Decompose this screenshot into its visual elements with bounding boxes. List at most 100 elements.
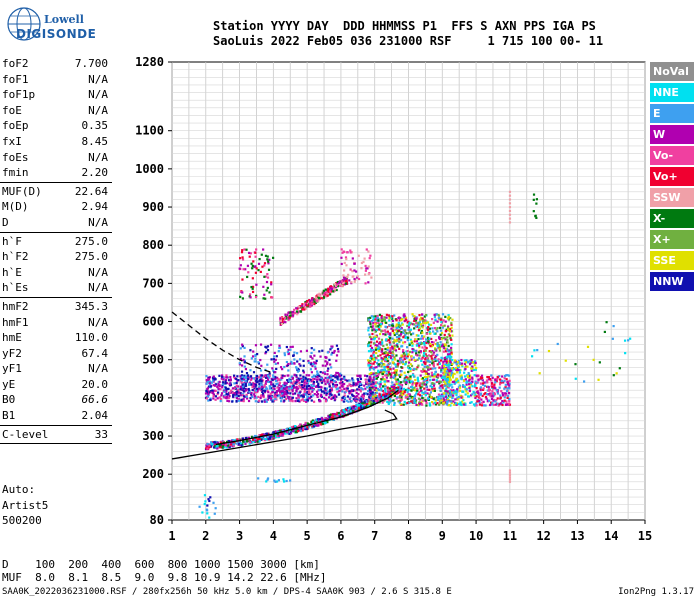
echo-point: [372, 321, 375, 325]
x-tick-label: 6: [337, 529, 344, 543]
echo-point: [473, 368, 476, 371]
echo-point: [302, 427, 305, 430]
echo-point: [391, 337, 394, 340]
echo-point: [432, 389, 435, 392]
echo-point: [477, 393, 481, 397]
echo-point: [270, 358, 273, 361]
echo-point: [506, 396, 509, 400]
echo-point: [241, 343, 244, 346]
echo-point: [368, 386, 371, 390]
echo-point: [342, 274, 345, 277]
echo-point: [294, 400, 297, 403]
echo-point: [267, 395, 270, 398]
echo-point: [448, 372, 451, 375]
echo-point: [254, 255, 257, 258]
echo-point: [282, 394, 285, 397]
echo-point: [420, 335, 424, 338]
echo-point: [383, 355, 386, 358]
echo-point: [443, 399, 446, 402]
echo-point: [427, 340, 430, 343]
echo-point: [313, 375, 316, 378]
echo-point: [468, 389, 471, 393]
echo-point: [386, 346, 389, 349]
doppler-direction-legend: NoVal NNE E W Vo- Vo+ SSW X- X+ SSE NNW: [650, 62, 694, 293]
echo-point: [439, 389, 442, 392]
echo-point: [303, 380, 307, 383]
echo-point: [378, 395, 381, 398]
echo-point: [401, 393, 404, 396]
echo-point: [508, 387, 511, 390]
echo-point: [433, 373, 436, 376]
echo-point: [384, 385, 387, 388]
echo-point: [327, 367, 330, 370]
echo-point: [372, 381, 375, 384]
echo-point: [232, 444, 235, 447]
echo-point: [447, 333, 450, 336]
echo-point: [238, 363, 242, 366]
legend-item-voplus: Vo+: [650, 167, 694, 186]
echo-point: [207, 392, 210, 395]
echo-point: [242, 395, 246, 398]
echo-point: [252, 438, 255, 441]
echo-point: [413, 368, 416, 371]
echo-point: [449, 368, 452, 372]
echo-point: [389, 343, 392, 346]
echo-point: [310, 361, 313, 365]
echo-point: [434, 358, 437, 361]
echo-point: [471, 377, 474, 380]
echo-point: [411, 400, 414, 403]
echo-point: [400, 331, 403, 334]
param-value: 22.64: [74, 184, 108, 198]
echo-point: [448, 376, 451, 379]
echo-point: [325, 387, 328, 390]
echo-point: [388, 356, 391, 359]
echo-point: [314, 296, 317, 299]
echo-point: [331, 345, 334, 348]
echo-point: [342, 409, 345, 412]
echo-point: [277, 350, 280, 353]
echo-point: [260, 382, 263, 385]
echo-point: [372, 378, 375, 381]
echo-point: [462, 403, 466, 406]
echo-point: [421, 377, 425, 380]
echo-point: [446, 390, 449, 393]
echo-point: [383, 387, 387, 390]
echo-point: [425, 320, 428, 323]
echo-point: [444, 363, 447, 366]
echo-point: [448, 357, 451, 360]
echo-point: [329, 285, 333, 288]
echo-point: [452, 400, 455, 403]
echo-point: [214, 395, 218, 398]
echo-point: [487, 393, 490, 396]
echo-point: [311, 302, 314, 305]
echo-point: [256, 389, 259, 393]
echo-point: [250, 262, 253, 265]
echo-point: [264, 437, 267, 440]
echo-point: [319, 388, 323, 391]
echo-point: [433, 387, 436, 390]
echo-point: [421, 385, 424, 388]
echo-point: [253, 393, 256, 396]
echo-point: [335, 359, 338, 362]
echo-point: [419, 398, 422, 401]
echo-point: [282, 432, 285, 435]
echo-point: [414, 316, 417, 319]
echo-point: [505, 400, 508, 403]
echo-point: [350, 399, 353, 403]
echo-point: [241, 379, 244, 382]
echo-point: [240, 364, 244, 367]
echo-point: [204, 392, 208, 395]
echo-point: [269, 385, 272, 388]
echo-point: [350, 393, 354, 396]
echo-point: [419, 337, 422, 340]
echo-point: [443, 365, 446, 368]
echo-point: [428, 327, 432, 330]
echo-point: [395, 354, 398, 357]
param-label: MUF(D): [2, 184, 42, 198]
echo-point: [425, 385, 428, 388]
echo-point: [284, 316, 287, 319]
echo-point: [392, 341, 395, 344]
echo-point: [427, 372, 430, 376]
echo-point: [388, 397, 392, 401]
echo-point: [447, 373, 450, 376]
